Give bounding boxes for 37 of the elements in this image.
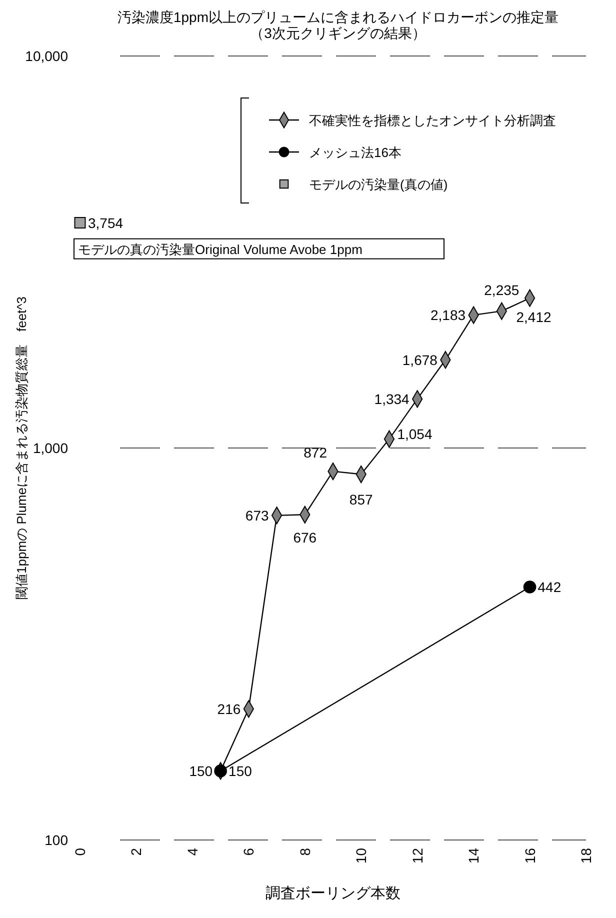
data-label: 872 (304, 444, 328, 460)
y-axis-title: 閾値1ppmの Plumeに含まれる汚染物質総量 feet^3 (14, 296, 29, 600)
y-tick-label: 100 (44, 832, 68, 848)
y-tick-label: 1,000 (32, 440, 68, 456)
data-label: 150 (189, 762, 213, 779)
chart-title: 汚染濃度1ppm以上のプリュームに含まれるハイドロカーボンの推定量 (117, 9, 559, 25)
x-tick-label: 2 (128, 848, 144, 856)
data-label: 3,754 (88, 214, 124, 231)
x-tick-label: 10 (353, 848, 370, 864)
x-tick-label: 18 (578, 848, 594, 864)
data-label: 2,183 (430, 307, 466, 324)
annotation: モデルの真の汚染量Original Volume Avobe 1ppm (78, 242, 362, 257)
x-tick-label: 6 (240, 848, 257, 856)
legend-label: メッシュ法16本 (309, 145, 402, 160)
data-label: 2,412 (516, 309, 552, 326)
data-label: 1,678 (402, 352, 438, 368)
text-box: モデルの真の汚染量Original Volume Avobe 1ppm (74, 238, 444, 260)
x-tick-label: 4 (184, 848, 200, 856)
data-label: 216 (217, 700, 241, 717)
data-label: 676 (293, 530, 317, 546)
data-label: 857 (349, 491, 374, 508)
x-axis-title: 調査ボーリング本数 (266, 885, 400, 902)
legend-label: モデルの汚染量(真の値) (309, 177, 448, 192)
data-label: 1,054 (397, 426, 432, 442)
y-tick-label: 10,000 (25, 48, 68, 64)
chart-subtitle: （3次元クリギングの結果） (250, 25, 426, 41)
data-label: 673 (245, 507, 269, 524)
x-tick-label: 16 (522, 848, 538, 864)
x-tick-label: 14 (466, 848, 482, 864)
data-label: 1,334 (374, 390, 410, 407)
data-label: 442 (538, 578, 562, 595)
x-tick-label: 12 (409, 848, 426, 864)
x-tick-label: 8 (296, 848, 313, 856)
data-label: 2,235 (484, 282, 520, 298)
x-tick-label: 0 (72, 848, 88, 856)
legend-label: 不確実性を指標としたオンサイト分析調査 (309, 113, 556, 128)
data-label: 150 (228, 762, 252, 779)
